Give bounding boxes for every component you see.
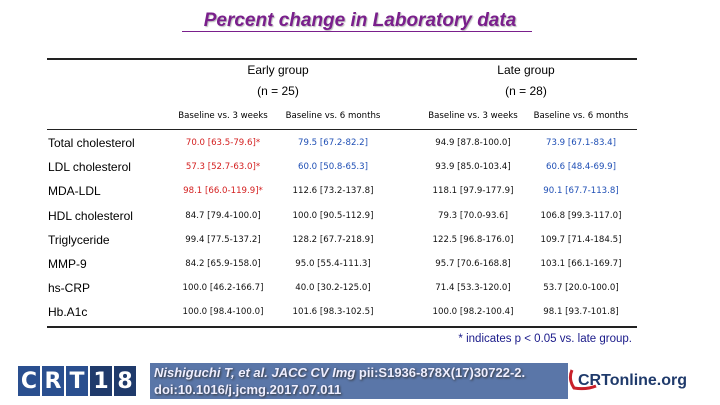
table-rule-top [47,58,637,60]
group-n-late: (n = 28) [505,84,547,98]
table-cell: 99.4 [77.5-137.2] [185,234,261,245]
table-cell: 84.2 [65.9-158.0] [185,259,261,269]
row-label: HDL cholesterol [48,208,133,223]
row-label: Hb.A1c [48,305,88,320]
table-cell: 103.1 [66.1-169.7] [540,259,622,269]
table-cell: 60.0 [50.8-65.3] [298,162,368,173]
table-rule-bottom [47,326,637,328]
row-label: Triglyceride [48,232,110,247]
table-cell: 79.3 [70.0-93.6] [438,210,508,221]
table-cell: 79.5 [67.2-82.2] [298,138,368,148]
citation-doi: doi:10.1016/j.jcmg.2017.07.011 [154,382,342,397]
logo-letter: R [42,366,64,396]
citation-journal: JACC CV Img [271,365,356,380]
row-label: hs-CRP [48,281,91,296]
table-cell: 60.6 [48.4-69.9] [546,162,616,173]
title-underline [182,31,532,32]
table-cell: 98.1 [66.0-119.9]* [183,186,263,197]
table-cell: 53.7 [20.0-100.0] [543,283,619,294]
table-cell: 70.0 [63.5-79.6]* [185,138,261,148]
table-cell: 100.0 [46.2-166.7] [182,283,264,294]
subheader: Baseline vs. 6 months [533,111,629,121]
table-cell: 100.0 [98.2-100.4] [432,307,514,318]
table-cell: 84.7 [79.4-100.0] [185,210,261,221]
table-cell: 93.9 [85.0-103.4] [435,162,511,173]
table-cell: 94.9 [87.8-100.0] [435,138,511,148]
group-n-early: (n = 25) [257,84,299,98]
group-header-early: Early group [247,63,309,77]
citation-authors: Nishiguchi T, et al. [154,365,268,380]
table-cell: 100.0 [90.5-112.9] [292,210,374,221]
crtonline-text: CRTonline.org [578,372,687,389]
table-cell: 122.5 [96.8-176.0] [432,234,514,245]
row-label: MMP-9 [48,257,87,271]
table-cell: 73.9 [67.1-83.4] [546,138,616,148]
crtonline-logo: CRTonline.org [568,369,687,391]
table-cell: 57.3 [52.7-63.0]* [185,162,261,173]
page-title: Percent change in Laboratory data [203,10,517,31]
subheader: Baseline vs. 3 weeks [428,111,518,121]
table-cell: 128.2 [67.7-218.9] [292,234,374,245]
row-label: LDL cholesterol [48,160,131,175]
table-rule-mid [47,129,637,130]
table-cell: 95.0 [55.4-111.3] [295,259,371,269]
table-cell: 95.7 [70.6-168.8] [435,259,511,269]
table-cell: 40.0 [30.2-125.0] [295,283,371,294]
subheader: Baseline vs. 3 weeks [178,111,268,121]
table-cell: 98.1 [93.7-101.8] [543,307,619,318]
crtonline-swoosh [568,369,597,391]
row-label: MDA-LDL [48,184,101,199]
logo-letter: C [18,366,40,396]
logo-letter: 1 [90,366,112,396]
subheader: Baseline vs. 6 months [285,111,381,121]
table-cell: 101.6 [98.3-102.5] [292,307,374,318]
citation-rest: pii:S1936-878X(17)30722-2. [355,365,526,380]
table-cell: 118.1 [97.9-177.9] [432,186,514,197]
table-cell: 71.4 [53.3-120.0] [435,283,511,294]
table-cell: 109.7 [71.4-184.5] [540,234,622,245]
crt18-logo: C R T 1 8 [18,366,136,396]
row-label: Total cholesterol [48,136,135,150]
table-cell: 100.0 [98.4-100.0] [182,307,264,318]
table-cell: 112.6 [73.2-137.8] [292,186,374,197]
citation: Nishiguchi T, et al. JACC CV Img pii:S19… [150,363,568,399]
table-cell: 106.8 [99.3-117.0] [540,210,622,221]
logo-letter: 8 [114,366,136,396]
logo-letter: T [66,366,88,396]
table-cell: 90.1 [67.7-113.8] [543,186,619,197]
footnote: * indicates p < 0.05 vs. late group. [458,333,632,345]
group-header-late: Late group [497,63,555,77]
